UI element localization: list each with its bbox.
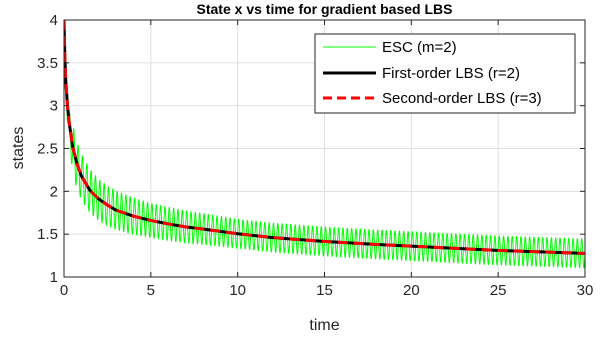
ticks: 0 5 10 15 20 25 30 1 1.5 2 2.5 3 3.5 4 xyxy=(37,12,593,299)
x-tick-label: 25 xyxy=(490,282,507,299)
x-tick-label: 20 xyxy=(403,282,420,299)
series-line-2 xyxy=(64,20,585,255)
legend-label-first-order: First-order LBS (r=2) xyxy=(382,65,520,82)
legend-label-esc: ESC (m=2) xyxy=(382,39,457,56)
y-tick-label: 3.5 xyxy=(37,55,58,72)
legend-label-second-order: Second-order LBS (r=3) xyxy=(382,90,542,107)
y-tick-label: 3 xyxy=(50,98,58,115)
series-group xyxy=(64,20,585,269)
x-tick-label: 0 xyxy=(60,282,68,299)
x-tick-label: 15 xyxy=(316,282,333,299)
legend: ESC (m=2) First-order LBS (r=2) Second-o… xyxy=(314,33,576,114)
x-axis-label: time xyxy=(309,317,339,334)
y-tick-label: 1 xyxy=(50,269,58,286)
y-tick-label: 2 xyxy=(50,183,58,200)
y-tick-label: 2.5 xyxy=(37,141,58,158)
chart-title: State x vs time for gradient based LBS xyxy=(197,1,453,17)
y-axis-label: states xyxy=(10,127,27,170)
y-tick-label: 4 xyxy=(50,12,58,29)
x-tick-label: 10 xyxy=(229,282,246,299)
y-tick-label: 1.5 xyxy=(37,226,58,243)
x-tick-label: 5 xyxy=(147,282,155,299)
x-tick-label: 30 xyxy=(577,282,594,299)
